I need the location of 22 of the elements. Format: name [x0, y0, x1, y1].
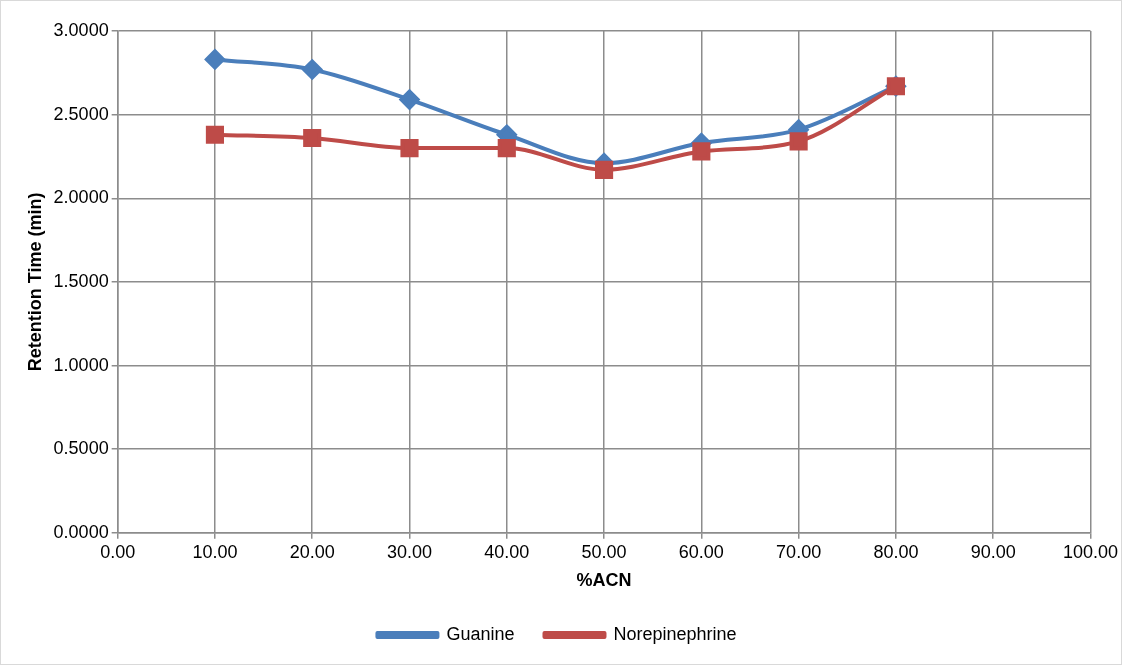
x-tick-label: 0.00 [100, 541, 136, 562]
x-tick-label: 80.00 [873, 541, 919, 562]
y-tick-label: 2.5000 [53, 103, 109, 124]
y-tick-label: 3.0000 [53, 19, 109, 40]
x-tick-label: 30.00 [386, 541, 433, 562]
x-tick-label: 90.00 [970, 541, 1016, 562]
x-tick-label: 40.00 [484, 541, 530, 562]
y-axis-title: Retention Time (min) [24, 192, 45, 372]
x-tick-label: 70.00 [776, 541, 822, 562]
x-tick-label: 10.00 [192, 541, 238, 562]
legend-label: Norepinephrine [613, 623, 737, 644]
y-tick-label: 0.0000 [53, 521, 109, 542]
y-tick-label: 1.0000 [53, 354, 109, 375]
y-tick-label: 2.0000 [53, 187, 109, 208]
x-tick-label: 60.00 [678, 541, 724, 562]
x-tick-label: 20.00 [289, 541, 335, 562]
y-tick-label: 0.5000 [53, 438, 109, 459]
y-tick-label: 1.5000 [53, 270, 109, 291]
x-axis-title: %ACN [576, 570, 632, 591]
legend-label: Guanine [446, 623, 515, 644]
x-tick-label: 50.00 [581, 541, 627, 562]
x-tick-label: 100.00 [1062, 541, 1118, 562]
